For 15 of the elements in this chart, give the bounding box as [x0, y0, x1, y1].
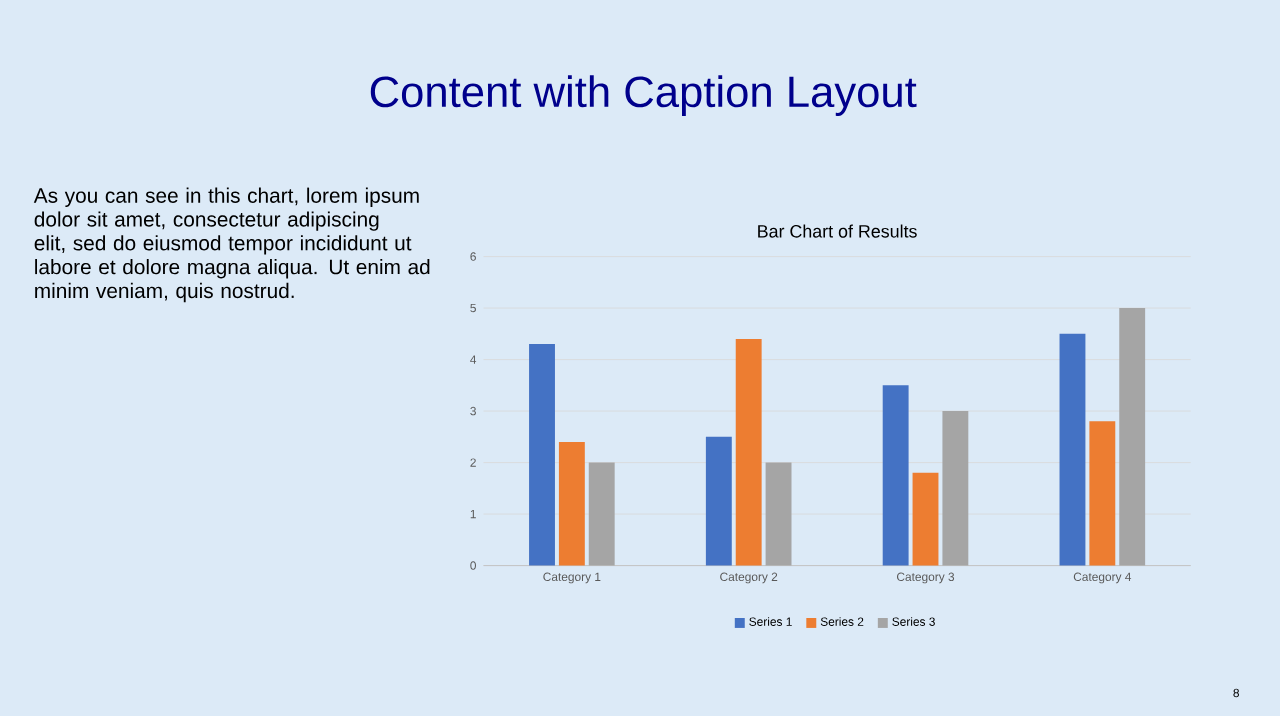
bar — [1059, 333, 1086, 566]
bar — [765, 462, 792, 566]
chart-title: Bar Chart of Results — [758, 224, 917, 238]
text: As you can see in this chart, lorem ipsum dolor sit amet, consectetur adipiscing elit, sed do eiusmod tempor incididunt ut labore et dolore magna aliqua. Ut enim ad minim veniam, quis nostrud. — [33, 187, 430, 302]
bar — [1089, 420, 1116, 566]
bar — [558, 441, 585, 566]
bar — [1119, 307, 1146, 566]
text: Content with Caption Layout — [370, 74, 917, 116]
bar — [705, 436, 732, 566]
bar — [882, 384, 909, 566]
bar — [529, 343, 555, 566]
bar — [588, 462, 615, 566]
bar — [942, 410, 969, 566]
bar — [912, 472, 939, 566]
bar — [735, 338, 762, 566]
